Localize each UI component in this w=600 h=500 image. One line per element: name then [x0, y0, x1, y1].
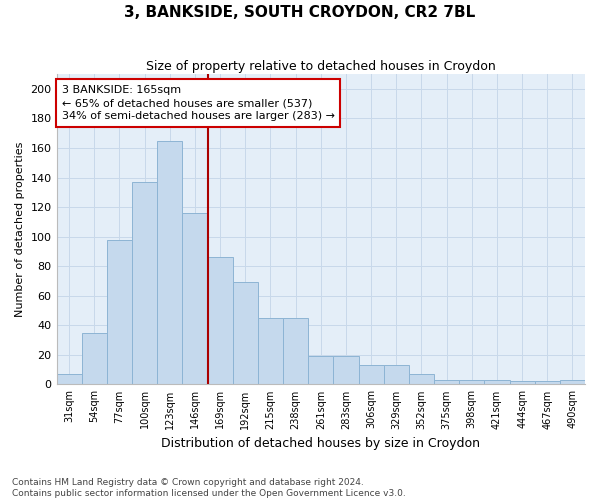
Bar [107, 240, 132, 384]
Bar [535, 382, 560, 384]
Bar [359, 365, 383, 384]
Bar [409, 374, 434, 384]
Title: Size of property relative to detached houses in Croydon: Size of property relative to detached ho… [146, 60, 496, 73]
Bar [157, 140, 182, 384]
X-axis label: Distribution of detached houses by size in Croydon: Distribution of detached houses by size … [161, 437, 480, 450]
Bar [283, 318, 308, 384]
Bar [182, 213, 208, 384]
Bar [334, 356, 359, 384]
Y-axis label: Number of detached properties: Number of detached properties [15, 142, 25, 317]
Bar [308, 356, 334, 384]
Bar [233, 282, 258, 384]
Bar [82, 332, 107, 384]
Bar [258, 318, 283, 384]
Bar [459, 380, 484, 384]
Bar [383, 365, 409, 384]
Bar [484, 380, 509, 384]
Bar [509, 382, 535, 384]
Bar [434, 380, 459, 384]
Text: Contains HM Land Registry data © Crown copyright and database right 2024.
Contai: Contains HM Land Registry data © Crown c… [12, 478, 406, 498]
Text: 3 BANKSIDE: 165sqm
← 65% of detached houses are smaller (537)
34% of semi-detach: 3 BANKSIDE: 165sqm ← 65% of detached hou… [62, 85, 335, 122]
Bar [56, 374, 82, 384]
Bar [560, 380, 585, 384]
Bar [208, 258, 233, 384]
Bar [132, 182, 157, 384]
Text: 3, BANKSIDE, SOUTH CROYDON, CR2 7BL: 3, BANKSIDE, SOUTH CROYDON, CR2 7BL [124, 5, 476, 20]
